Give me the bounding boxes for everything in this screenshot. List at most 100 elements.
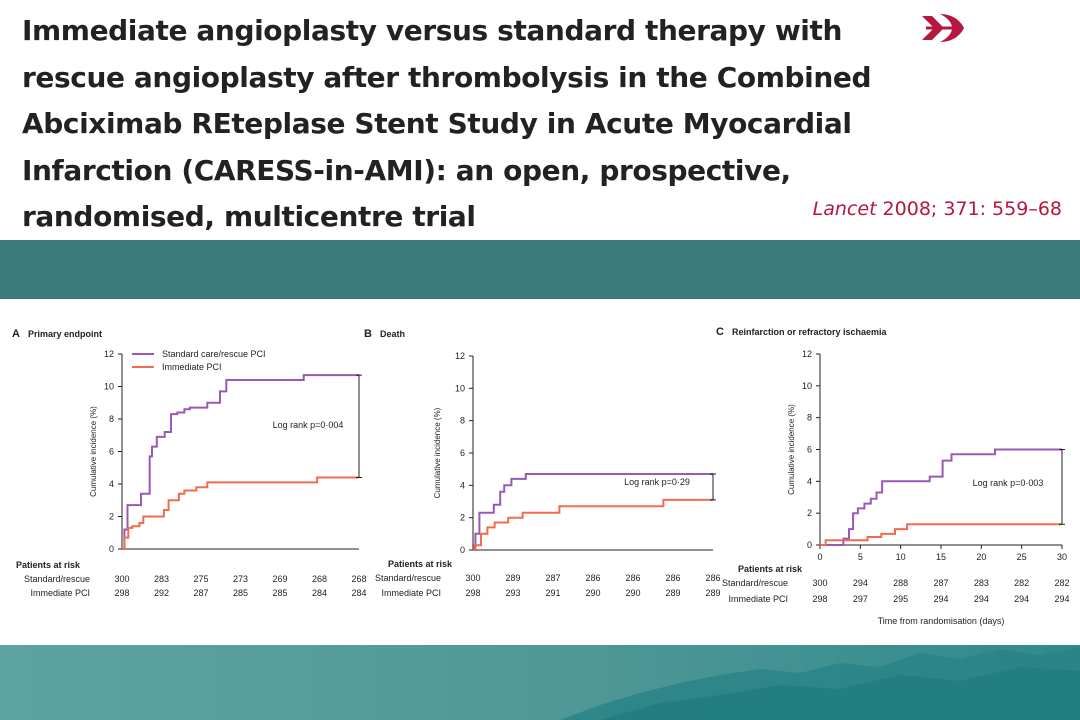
- log-rank-annotation: Log rank p=0·003: [973, 478, 1044, 488]
- y-tick-label: 6: [807, 445, 812, 455]
- x-tick-label: 15: [936, 552, 946, 562]
- risk-value: 286: [585, 573, 600, 583]
- risk-value: 282: [1054, 578, 1069, 588]
- y-tick-label: 4: [109, 479, 114, 489]
- chart-panel-c: C Reinfarction or refractory ischaemia 0 2 4…: [716, 326, 1070, 626]
- footer-mountain-decoration: [560, 647, 1080, 720]
- citation-journal: Lancet: [812, 198, 877, 220]
- risk-value: 284: [312, 588, 327, 598]
- risk-value: 287: [193, 588, 208, 598]
- panel-letter: A: [12, 328, 20, 340]
- y-tick-label: 2: [807, 508, 812, 518]
- risk-value: 269: [272, 574, 287, 584]
- panel-letter: C: [716, 326, 724, 338]
- risk-value: 300: [114, 574, 129, 584]
- series-line-immediate-pci: [473, 498, 713, 551]
- risk-value: 292: [154, 588, 169, 598]
- risk-value: 294: [933, 594, 948, 604]
- x-tick-label: 0: [817, 552, 822, 562]
- y-tick-label: 12: [455, 351, 465, 361]
- risk-value: 298: [465, 588, 480, 598]
- risk-value: 294: [974, 594, 989, 604]
- risk-row-label: Standard/rescue: [722, 578, 788, 588]
- x-tick-label: 20: [976, 552, 986, 562]
- footer-band: [0, 645, 1080, 720]
- risk-value: 290: [625, 588, 640, 598]
- risk-value: 283: [154, 574, 169, 584]
- risk-value: 285: [233, 588, 248, 598]
- risk-value: 287: [933, 578, 948, 588]
- y-axis-label: Cumulative incidence (%): [89, 406, 98, 497]
- log-rank-annotation: Log rank p=0·29: [624, 477, 690, 487]
- risk-row-label: Immediate PCI: [728, 594, 788, 604]
- y-tick-label: 2: [460, 513, 465, 523]
- y-tick-label: 12: [104, 349, 114, 359]
- citation: Lancet 2008; 371: 559–68: [813, 198, 1062, 220]
- risk-value: 282: [1014, 578, 1029, 588]
- risk-row-label: Standard/rescue: [375, 573, 441, 583]
- series-line-standard-rescue: [473, 473, 713, 551]
- risk-value: 268: [312, 574, 327, 584]
- risk-row-label: Standard/rescue: [24, 574, 90, 584]
- risk-value: 295: [893, 594, 908, 604]
- series-line-standard-rescue: [122, 374, 359, 550]
- y-tick-label: 0: [807, 540, 812, 550]
- y-tick-label: 4: [460, 480, 465, 490]
- risk-value: 284: [351, 588, 366, 598]
- x-tick-label: 5: [858, 552, 863, 562]
- risk-table-header: Patients at risk: [16, 560, 81, 570]
- risk-value: 293: [505, 588, 520, 598]
- risk-value: 275: [193, 574, 208, 584]
- risk-table-header: Patients at risk: [738, 564, 803, 574]
- panel-title: Primary endpoint: [28, 329, 102, 339]
- legend-label: Immediate PCI: [162, 362, 222, 372]
- panel-title: Reinfarction or refractory ischaemia: [732, 327, 888, 337]
- x-tick-label: 25: [1017, 552, 1027, 562]
- series-line-immediate-pci: [122, 476, 359, 550]
- risk-value: 273: [233, 574, 248, 584]
- risk-row-label: Immediate PCI: [381, 588, 441, 598]
- risk-value: 297: [853, 594, 868, 604]
- y-tick-label: 0: [109, 544, 114, 554]
- x-axis-label: Time from randomisation (days): [878, 616, 1005, 626]
- risk-value: 286: [665, 573, 680, 583]
- y-axis-label: Cumulative incidence (%): [433, 407, 442, 498]
- y-tick-label: 6: [109, 447, 114, 457]
- risk-value: 283: [974, 578, 989, 588]
- risk-value: 291: [545, 588, 560, 598]
- risk-value: 289: [505, 573, 520, 583]
- x-tick-label: 10: [896, 552, 906, 562]
- risk-value: 289: [705, 588, 720, 598]
- risk-value: 298: [114, 588, 129, 598]
- y-tick-label: 10: [104, 382, 114, 392]
- series-line-immediate-pci: [820, 523, 1062, 546]
- risk-value: 298: [812, 594, 827, 604]
- figure-panel: A Primary endpoint 0 2 4 6 8 10 12 Cumulative inc…: [0, 299, 1080, 645]
- risk-value: 286: [625, 573, 640, 583]
- chart-panel-b: B Death 0 2 4 6 8 10 12 Cumulative incidence (%) L…: [364, 328, 721, 598]
- y-tick-label: 2: [109, 512, 114, 522]
- kaplan-meier-figure: A Primary endpoint 0 2 4 6 8 10 12 Cumulative inc…: [12, 326, 1070, 626]
- risk-value: 287: [545, 573, 560, 583]
- y-tick-label: 6: [460, 448, 465, 458]
- risk-value: 288: [893, 578, 908, 588]
- log-rank-annotation: Log rank p=0·004: [273, 420, 344, 430]
- panel-title: Death: [380, 329, 405, 339]
- risk-value: 289: [665, 588, 680, 598]
- risk-value: 300: [465, 573, 480, 583]
- x-tick-label: 30: [1057, 552, 1067, 562]
- y-tick-label: 4: [807, 476, 812, 486]
- y-tick-label: 12: [802, 349, 812, 359]
- risk-row-label: Immediate PCI: [30, 588, 90, 598]
- chart-panel-a: A Primary endpoint 0 2 4 6 8 10 12 Cumulative inc…: [12, 328, 367, 598]
- risk-value: 285: [272, 588, 287, 598]
- lancet-logo-icon: [922, 14, 964, 42]
- risk-value: 290: [585, 588, 600, 598]
- y-tick-label: 0: [460, 545, 465, 555]
- risk-value: 294: [1014, 594, 1029, 604]
- risk-value: 294: [853, 578, 868, 588]
- risk-table-header: Patients at risk: [388, 559, 453, 569]
- risk-value: 300: [812, 578, 827, 588]
- y-tick-label: 8: [109, 414, 114, 424]
- risk-value: 286: [705, 573, 720, 583]
